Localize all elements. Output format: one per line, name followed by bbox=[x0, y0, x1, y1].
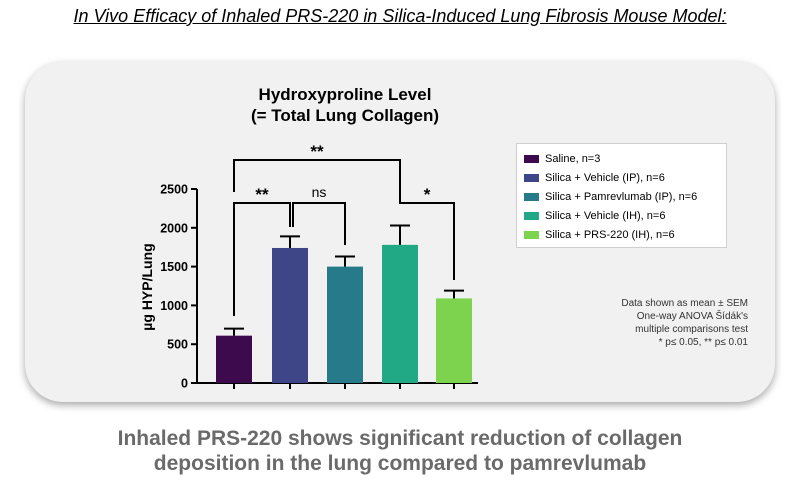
significance-bracket bbox=[292, 202, 346, 245]
legend: Saline, n=3 Silica + Vehicle (IP), n=6 S… bbox=[516, 143, 727, 248]
bar bbox=[382, 244, 418, 383]
footer-caption: Inhaled PRS-220 shows significant reduct… bbox=[0, 426, 800, 476]
legend-item-vehicle-ip: Silica + Vehicle (IP), n=6 bbox=[524, 168, 726, 187]
y-tick-label: 1500 bbox=[160, 260, 188, 274]
y-tick-label: 500 bbox=[167, 338, 188, 352]
note-line-2: One-way ANOVA Šídák's bbox=[636, 311, 748, 322]
y-tick-label: 2000 bbox=[160, 221, 188, 235]
legend-item-saline: Saline, n=3 bbox=[524, 149, 726, 168]
y-tick-label: 0 bbox=[181, 377, 188, 391]
significance-label: * bbox=[424, 185, 431, 204]
y-tick-label: 2500 bbox=[160, 183, 188, 197]
legend-label-vehicle-ih: Silica + Vehicle (IH), n=6 bbox=[545, 210, 666, 223]
note-line-3: multiple comparisons test bbox=[635, 324, 748, 335]
legend-swatch-prs220-ih bbox=[524, 231, 539, 240]
legend-swatch-pamrevlumab-ip bbox=[524, 192, 539, 201]
bar bbox=[327, 266, 363, 383]
footer-line-2: deposition in the lung compared to pamre… bbox=[153, 452, 647, 475]
legend-label-prs220-ih: Silica + PRS-220 (IH), n=6 bbox=[545, 229, 675, 242]
legend-label-pamrevlumab-ip: Silica + Pamrevlumab (IP), n=6 bbox=[545, 190, 698, 203]
legend-swatch-vehicle-ip bbox=[524, 173, 539, 182]
legend-label-saline: Saline, n=3 bbox=[545, 152, 601, 165]
y-tick-label: 1000 bbox=[160, 299, 188, 313]
plot-area: 0 500 1000 1500 2000 2500 ** ** ns * bbox=[160, 142, 478, 391]
bar bbox=[216, 335, 252, 383]
significance-label: ns bbox=[312, 184, 327, 200]
legend-item-vehicle-ih: Silica + Vehicle (IH), n=6 bbox=[524, 207, 726, 226]
bar bbox=[436, 298, 472, 383]
statistics-note: Data shown as mean ± SEM One-way ANOVA Š… bbox=[540, 297, 748, 349]
significance-bracket bbox=[399, 189, 455, 280]
legend-item-prs220-ih: Silica + PRS-220 (IH), n=6 bbox=[524, 226, 726, 245]
legend-item-pamrevlumab-ip: Silica + Pamrevlumab (IP), n=6 bbox=[524, 187, 726, 206]
note-line-4: * p≤ 0.05, ** p≤ 0.01 bbox=[658, 337, 748, 348]
y-axis-label: µg HYP/Lung bbox=[139, 243, 155, 330]
footer-line-1: Inhaled PRS-220 shows significant reduct… bbox=[117, 427, 683, 450]
legend-swatch-vehicle-ih bbox=[524, 212, 539, 221]
significance-bracket bbox=[233, 202, 291, 316]
chart-title-line2: (= Total Lung Collagen) bbox=[251, 106, 439, 125]
note-line-1: Data shown as mean ± SEM bbox=[621, 298, 748, 309]
significance-bracket bbox=[233, 159, 401, 192]
bar bbox=[272, 247, 308, 383]
significance-label: ** bbox=[255, 185, 269, 204]
legend-swatch-saline bbox=[524, 154, 539, 163]
page-title: In Vivo Efficacy of Inhaled PRS-220 in S… bbox=[73, 6, 727, 26]
legend-label-vehicle-ip: Silica + Vehicle (IP), n=6 bbox=[545, 171, 665, 184]
significance-label: ** bbox=[310, 142, 324, 161]
chart-title-line1: Hydroxyproline Level bbox=[259, 85, 432, 104]
